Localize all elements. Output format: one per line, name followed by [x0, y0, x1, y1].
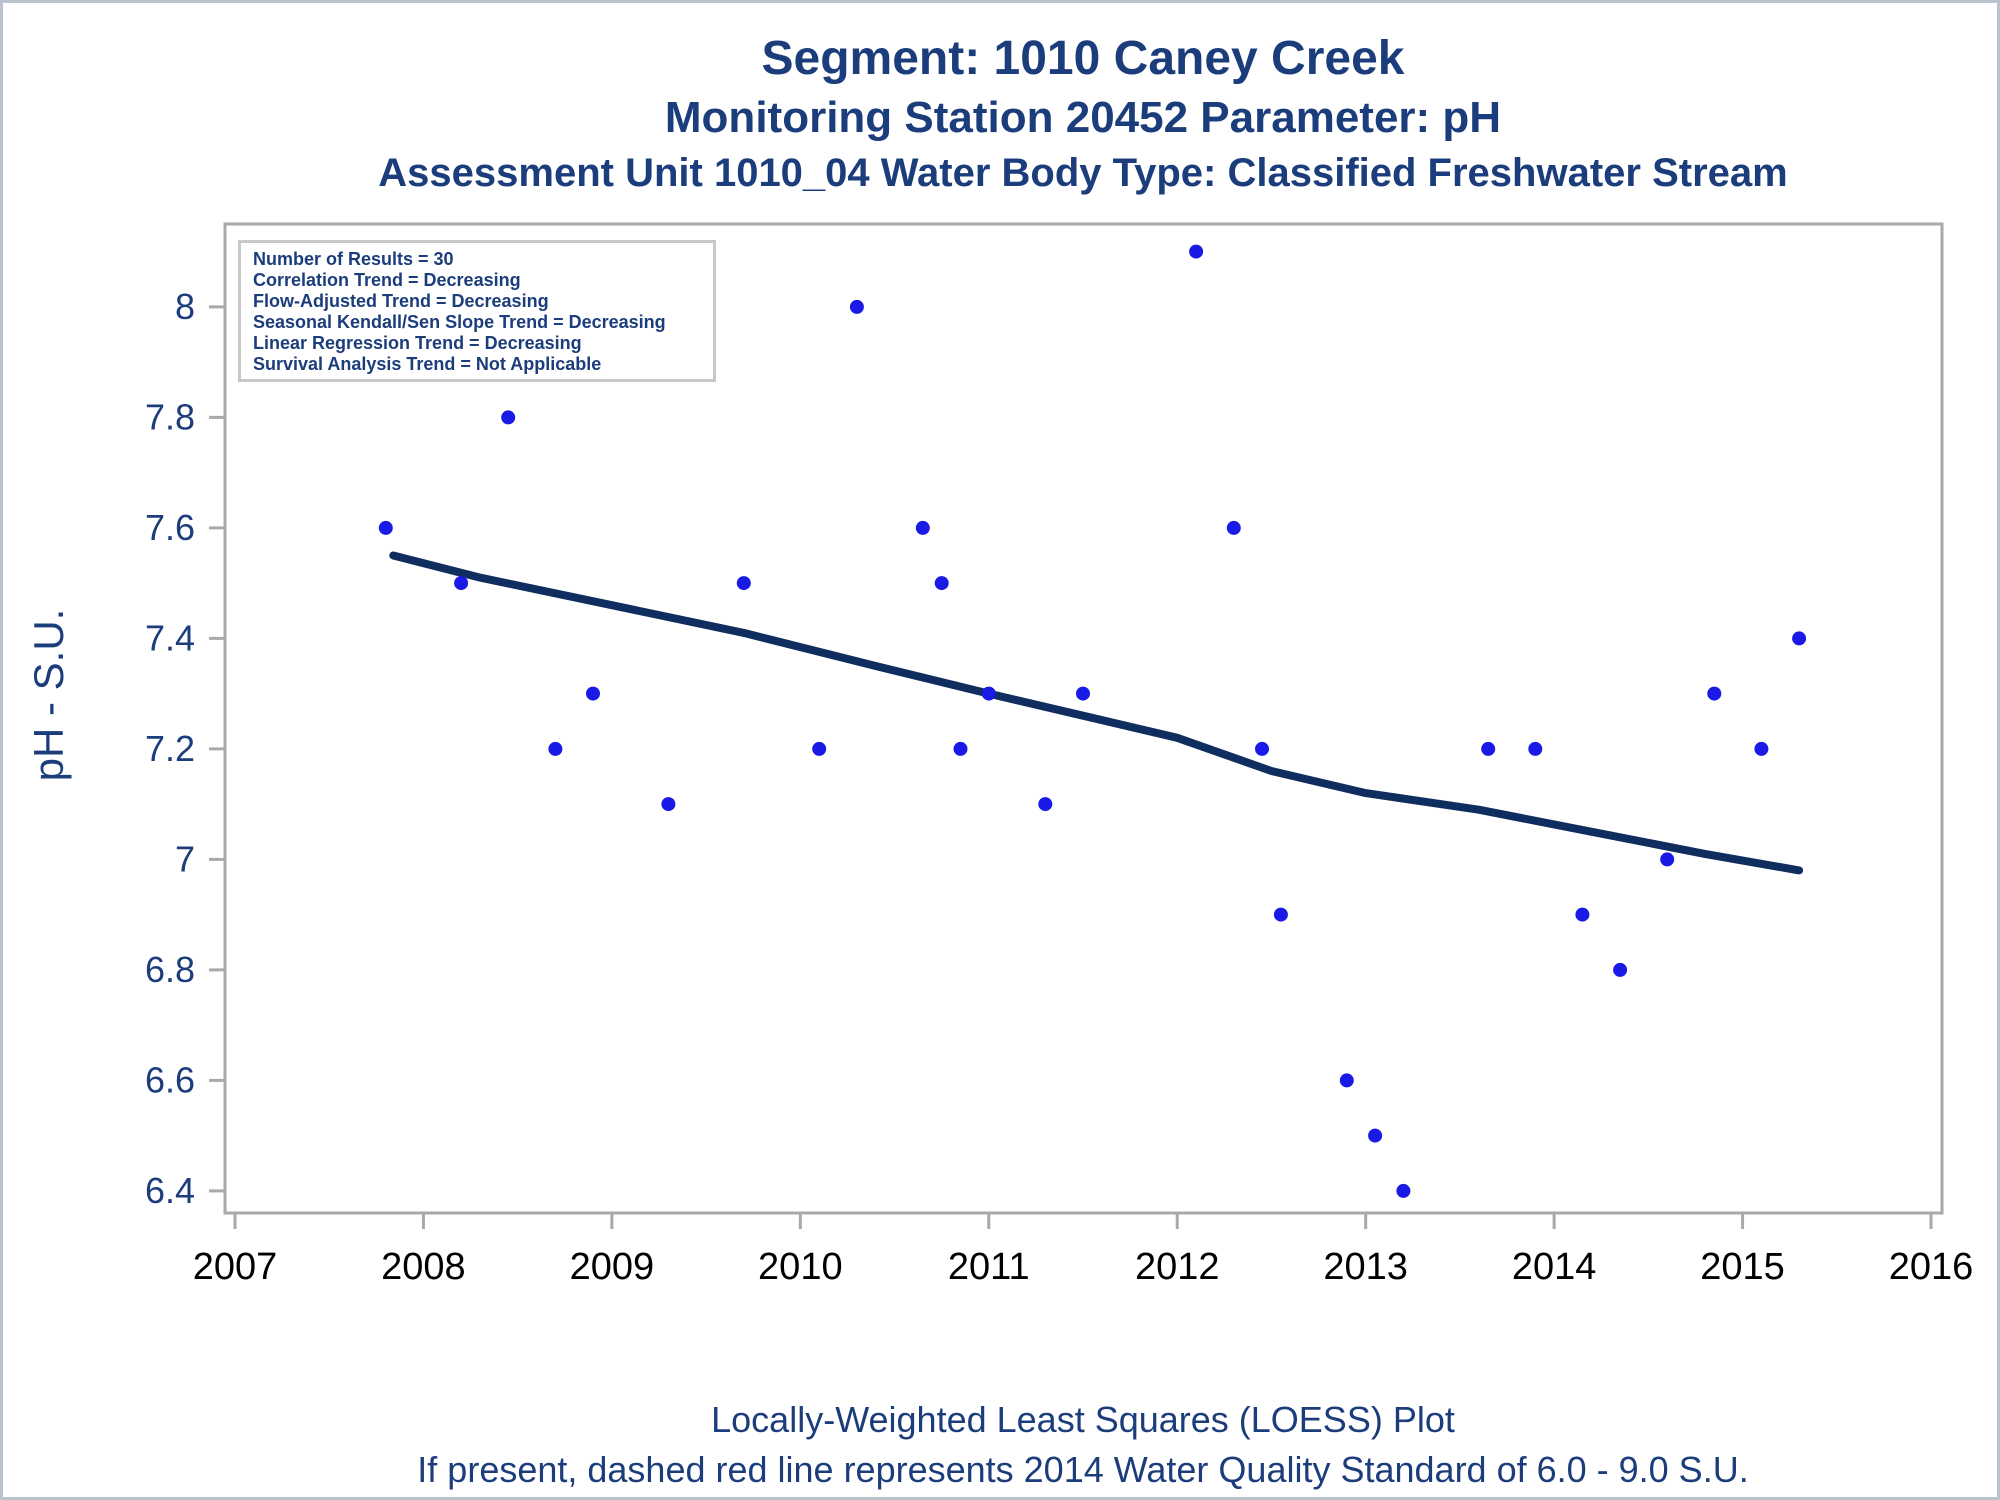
- y-axis-title: pH - S.U.: [25, 608, 72, 782]
- x-tick-label: 2014: [1512, 1246, 1597, 1288]
- y-tick-label: 7.6: [145, 507, 195, 548]
- data-point: [1754, 741, 1769, 756]
- x-tick-label: 2007: [193, 1246, 278, 1288]
- data-point: [378, 520, 393, 535]
- data-point: [1528, 741, 1543, 756]
- x-tick-label: 2013: [1323, 1246, 1408, 1288]
- stat-linear-regression-trend: Linear Regression Trend = Decreasing: [253, 333, 582, 353]
- plot-frame: [223, 222, 1944, 1215]
- data-point: [1255, 741, 1269, 756]
- data-point: [1189, 244, 1204, 259]
- data-point: [1707, 686, 1722, 701]
- data-point: [548, 741, 563, 756]
- data-point: [812, 741, 827, 756]
- data-point: [586, 686, 600, 701]
- footer-loess-note: Locally-Weighted Least Squares (LOESS) P…: [711, 1399, 1455, 1440]
- stat-seasonal-kendall-trend: Seasonal Kendall/Sen Slope Trend = Decre…: [253, 312, 666, 332]
- data-point: [1038, 797, 1053, 812]
- y-tick-label: 7.4: [145, 617, 195, 658]
- data-point: [934, 576, 949, 591]
- chart-title-line1: Segment: 1010 Caney Creek: [761, 32, 1405, 85]
- y-tick-label: 7.8: [145, 396, 195, 437]
- plot-svg: 8 7.8 7.6 7.4 7.2 7 6.8 6.6 6.4 2007 2008 2009 2010 2…: [145, 222, 1974, 1288]
- data-point: [661, 797, 676, 812]
- stat-flow-adjusted-trend: Flow-Adjusted Trend = Decreasing: [253, 291, 549, 311]
- x-tick-label: 2008: [381, 1246, 466, 1288]
- x-tick-label: 2010: [758, 1246, 843, 1288]
- stat-number-of-results: Number of Results = 30: [253, 249, 454, 269]
- x-tick-label: 2011: [948, 1246, 1030, 1288]
- data-point: [953, 741, 968, 756]
- data-point: [1660, 852, 1675, 867]
- data-point: [1273, 907, 1288, 922]
- x-tick-label: 2009: [570, 1246, 655, 1288]
- data-point: [1481, 741, 1496, 756]
- data-point: [1792, 631, 1807, 646]
- data-point: [454, 576, 469, 591]
- x-tick-label: 2015: [1700, 1246, 1785, 1288]
- chart-title-line2: Monitoring Station 20452 Parameter: pH: [664, 93, 1502, 142]
- data-point: [849, 299, 864, 314]
- loess-trend-line: [389, 551, 1804, 875]
- data-point: [501, 410, 516, 425]
- y-tick-label: 7: [175, 838, 195, 879]
- y-tick-label: 7.2: [145, 728, 195, 769]
- data-point: [1368, 1128, 1383, 1143]
- trend-stats-box: Number of Results = 30 Correlation Trend…: [238, 240, 716, 382]
- footer-standard-note: If present, dashed red line represents 2…: [417, 1449, 1749, 1490]
- chart-title-line3: Assessment Unit 1010_04 Water Body Type:…: [378, 151, 1788, 195]
- data-point: [1226, 520, 1241, 535]
- stat-survival-analysis-trend: Survival Analysis Trend = Not Applicable: [253, 354, 602, 374]
- data-point: [1396, 1183, 1411, 1198]
- data-point: [981, 686, 996, 701]
- y-tick-label: 8: [175, 286, 195, 327]
- data-point: [1575, 907, 1590, 922]
- data-point: [736, 576, 751, 591]
- x-tick-label: 2012: [1135, 1246, 1220, 1288]
- y-tick-label: 6.8: [145, 949, 195, 990]
- y-tick-label: 6.4: [145, 1170, 195, 1211]
- data-point: [1076, 686, 1090, 701]
- data-point: [915, 520, 930, 535]
- data-point: [1613, 962, 1628, 977]
- y-tick-label: 6.6: [145, 1059, 195, 1100]
- data-point: [1339, 1073, 1354, 1088]
- stat-correlation-trend: Correlation Trend = Decreasing: [253, 270, 521, 290]
- x-tick-label: 2016: [1889, 1246, 1974, 1288]
